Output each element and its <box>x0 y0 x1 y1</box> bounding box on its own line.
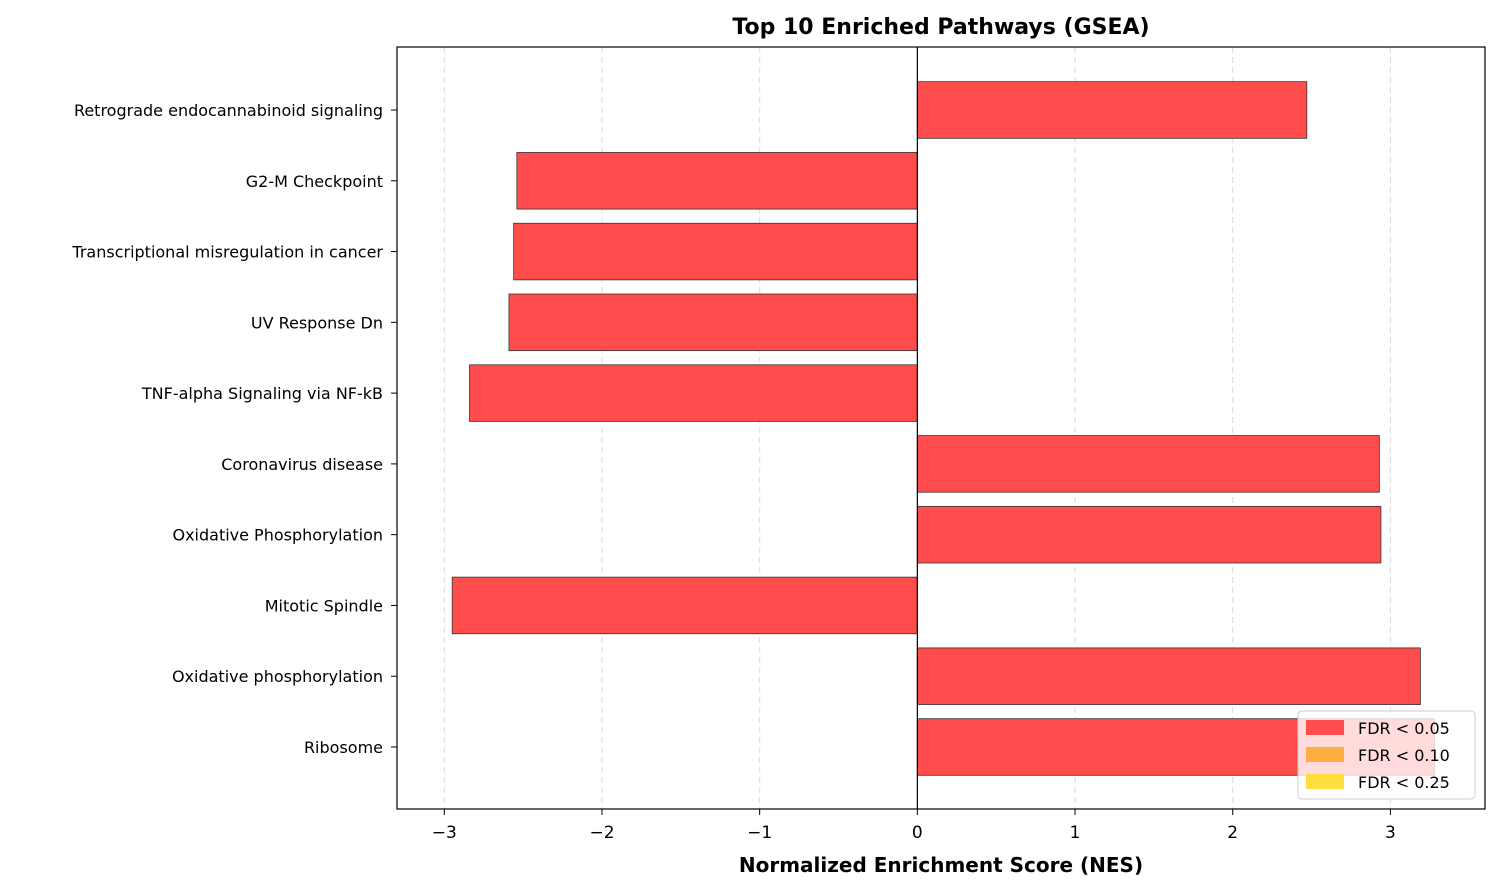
legend-label: FDR < 0.25 <box>1358 773 1450 792</box>
x-tick-label: 1 <box>1070 823 1081 843</box>
x-tick-label: −3 <box>432 823 457 843</box>
bar <box>916 81 1308 139</box>
y-tick-label: Oxidative Phosphorylation <box>172 526 383 545</box>
legend-swatch <box>1306 720 1344 735</box>
y-tick-label: Retrograde endocannabinoid signaling <box>74 101 383 120</box>
y-tick-label: Mitotic Spindle <box>265 596 383 615</box>
bar <box>916 647 1421 705</box>
legend: FDR < 0.05 FDR < 0.10 FDR < 0.25 <box>1297 710 1476 800</box>
legend-label: FDR < 0.10 <box>1358 746 1450 765</box>
y-tick-label: Coronavirus disease <box>221 455 383 474</box>
bar <box>516 152 918 210</box>
legend-swatch <box>1306 774 1344 789</box>
x-axis-label: Normalized Enrichment Score (NES) <box>739 853 1143 877</box>
bar <box>508 293 918 352</box>
legend-swatch <box>1306 747 1344 762</box>
bars-group <box>451 81 1435 776</box>
bar <box>916 435 1380 493</box>
y-tick-label: UV Response Dn <box>251 313 383 332</box>
x-tick-label: 3 <box>1385 823 1396 843</box>
y-tick-label: G2-M Checkpoint <box>246 172 383 191</box>
legend-label: FDR < 0.05 <box>1358 719 1450 738</box>
y-tick-label: Oxidative phosphorylation <box>172 667 383 686</box>
y-tick-label: Transcriptional misregulation in cancer <box>71 243 383 262</box>
x-tick-label: −2 <box>589 823 614 843</box>
bar <box>916 505 1382 564</box>
bar <box>513 222 918 281</box>
x-tick-label: −1 <box>747 823 772 843</box>
y-axis-ticks: Retrograde endocannabinoid signaling G2-M… <box>71 101 397 757</box>
plot-frame <box>396 46 1486 810</box>
x-tick-label: 0 <box>912 823 923 843</box>
bar <box>451 576 918 635</box>
y-tick-label: Ribosome <box>304 738 383 757</box>
x-axis-ticks: −3 −2 −1 0 1 2 3 <box>432 809 1396 843</box>
y-tick-label: TNF-alpha Signaling via NF-kB <box>141 384 383 403</box>
chart-title: Top 10 Enriched Pathways (GSEA) <box>732 15 1149 40</box>
x-tick-label: 2 <box>1227 823 1238 843</box>
bar <box>469 364 918 422</box>
